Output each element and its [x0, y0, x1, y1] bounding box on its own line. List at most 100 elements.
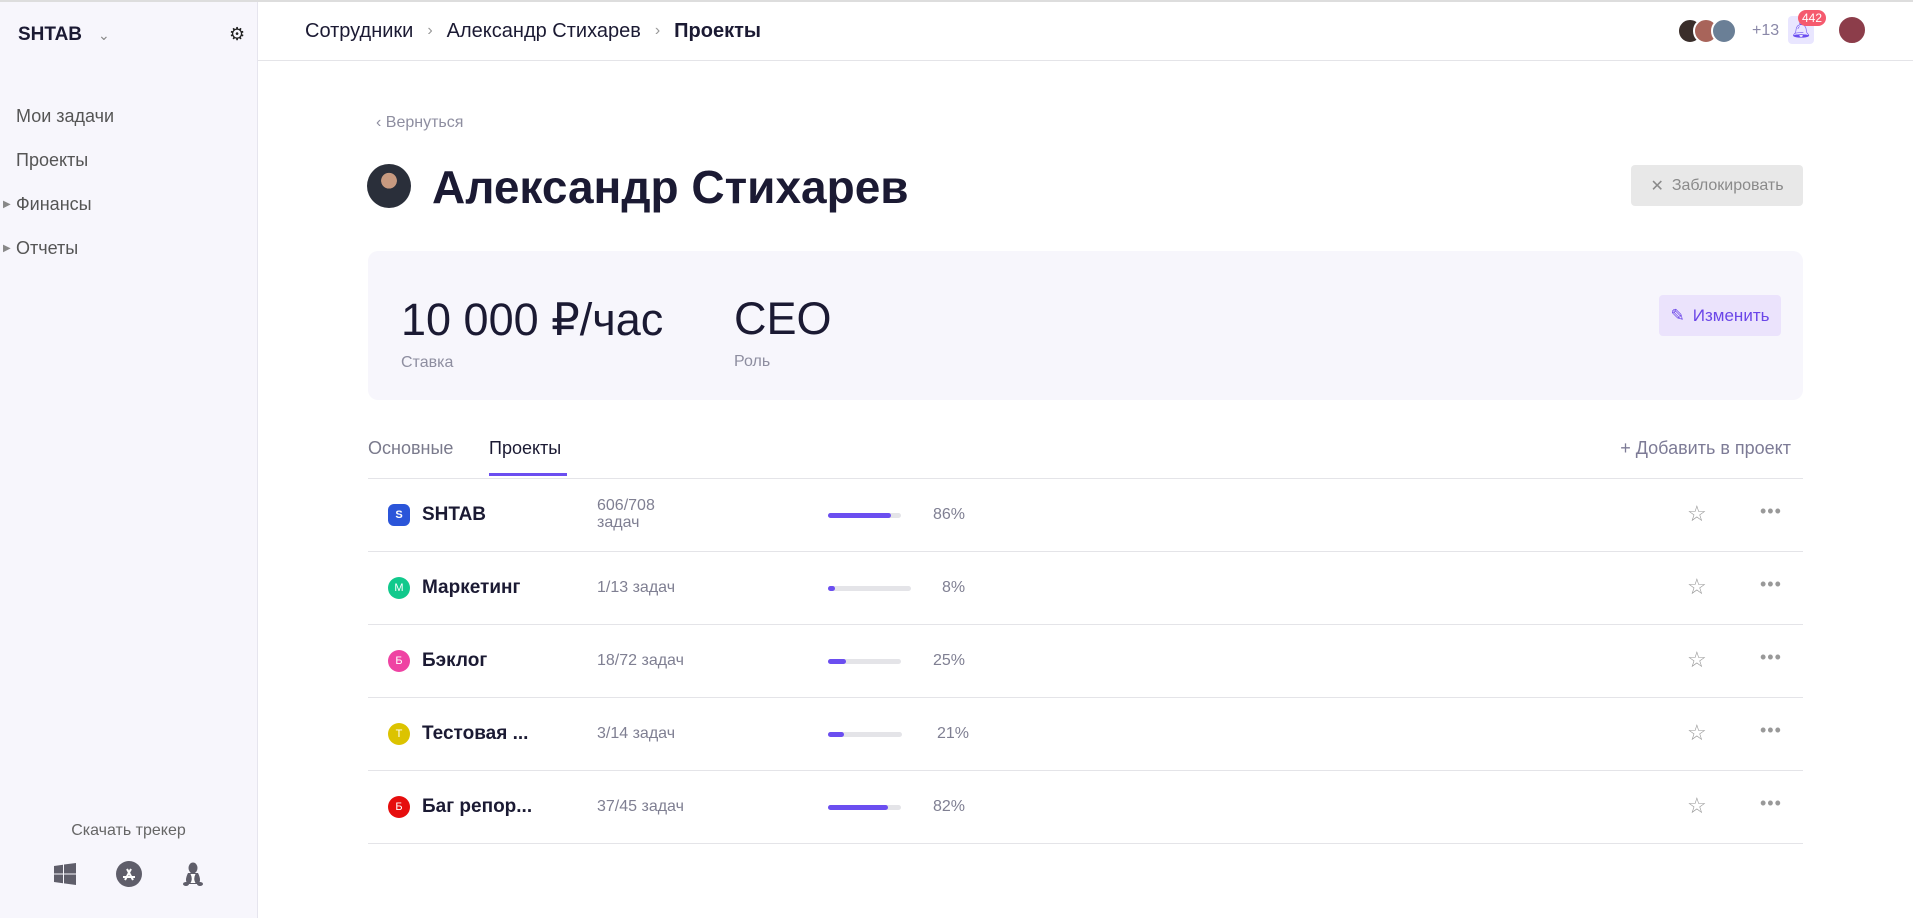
progress-percent: 8%: [942, 579, 966, 596]
page-title: Александр Стихарев: [432, 161, 909, 213]
edit-button[interactable]: ✎ Изменить: [1659, 295, 1781, 336]
project-tasks: 18/72 задач: [597, 652, 684, 669]
plus-icon: +: [1620, 438, 1636, 458]
caret-right-icon: ▶: [3, 242, 11, 254]
download-tracker-label: Скачать трекер: [71, 822, 186, 839]
sidebar: SHTAB ⌄ ⚙ Мои задачи Проекты ▶ Финансы ▶ От…: [0, 2, 258, 918]
breadcrumb-employees[interactable]: Сотрудники: [305, 19, 414, 42]
breadcrumb: Сотрудники › Александр Стихарев › Проект…: [305, 20, 761, 43]
app-store-icon[interactable]: [115, 860, 143, 888]
project-icon: Т: [388, 723, 410, 745]
project-tasks: 606/708 задач: [597, 497, 655, 531]
tab-main[interactable]: Основные: [368, 438, 454, 458]
edit-label: Изменить: [1692, 305, 1770, 325]
progress-bar: [828, 732, 902, 737]
project-tasks: 3/14 задач: [597, 725, 675, 742]
tasks-suffix: задач: [597, 514, 640, 531]
tasks-count: 3/14 задач: [597, 725, 676, 742]
tab-projects[interactable]: Проекты: [489, 438, 562, 458]
close-icon: ✕: [1650, 177, 1664, 195]
top-header: Сотрудники › Александр Стихарев › Проект…: [258, 2, 1913, 61]
employee-info-card: 10 000 ₽/час Ставка CEO Роль ✎ Изменить: [368, 251, 1803, 400]
project-icon: М: [388, 577, 410, 599]
notification-badge: 442: [1798, 10, 1827, 26]
more-options-icon[interactable]: •••: [1760, 647, 1782, 667]
workspace-name: SHTAB: [18, 24, 83, 45]
more-options-icon[interactable]: •••: [1760, 574, 1782, 594]
progress-bar: [828, 659, 901, 664]
project-row[interactable]: Б Баг репор... 37/45 задач 82% ☆ •••: [368, 771, 1803, 844]
tasks-count: 37/45 задач: [597, 798, 684, 815]
project-name[interactable]: Тестовая ...: [422, 723, 529, 744]
add-to-project-button[interactable]: + Добавить в проект: [1620, 438, 1791, 459]
project-icon: S: [388, 504, 410, 526]
project-name[interactable]: Баг репор...: [422, 796, 533, 817]
project-tasks: 1/13 задач: [597, 579, 675, 596]
block-label: Заблокировать: [1671, 176, 1784, 194]
tasks-count: 606/708: [597, 497, 655, 514]
project-name[interactable]: Маркетинг: [422, 577, 521, 598]
gear-icon[interactable]: ⚙: [229, 24, 246, 44]
active-tab-indicator: [489, 473, 567, 476]
block-button[interactable]: ✕ Заблокировать: [1631, 165, 1803, 206]
tasks-count: 1/13 задач: [597, 579, 676, 596]
project-icon: Б: [388, 796, 410, 818]
windows-icon[interactable]: [51, 860, 79, 888]
add-to-project-label: Добавить в проект: [1635, 438, 1791, 458]
sidebar-item-finance[interactable]: ▶ Финансы: [0, 182, 257, 226]
chevron-down-icon: ⌄: [98, 26, 110, 43]
rate-value: 10 000 ₽/час: [401, 294, 664, 345]
pencil-icon: ✎: [1670, 305, 1685, 325]
back-link[interactable]: ‹ Вернуться: [376, 114, 463, 132]
project-row[interactable]: М Маркетинг 1/13 задач 8% ☆ •••: [368, 552, 1803, 625]
chevron-right-icon: ›: [427, 22, 433, 39]
employee-avatar: [367, 164, 411, 208]
more-options-icon[interactable]: •••: [1760, 793, 1782, 813]
breadcrumb-employee[interactable]: Александр Стихарев: [446, 19, 641, 42]
workspace-switcher[interactable]: SHTAB ⌄: [18, 24, 110, 46]
progress-bar: [828, 513, 901, 518]
member-avatar[interactable]: [1711, 18, 1737, 44]
star-icon[interactable]: ☆: [1687, 501, 1707, 526]
sidebar-item-label: Финансы: [16, 193, 92, 214]
progress-bar: [828, 586, 911, 591]
more-options-icon[interactable]: •••: [1760, 720, 1782, 740]
sidebar-item-my-tasks[interactable]: Мои задачи: [0, 94, 257, 138]
sidebar-item-reports[interactable]: ▶ Отчеты: [0, 226, 257, 270]
progress-percent: 86%: [933, 506, 966, 523]
star-icon[interactable]: ☆: [1687, 647, 1707, 672]
project-row[interactable]: Б Бэклог 18/72 задач 25% ☆ •••: [368, 625, 1803, 698]
project-row[interactable]: S SHTAB 606/708 задач 86% ☆ •••: [368, 479, 1803, 552]
breadcrumb-current: Проекты: [674, 19, 761, 42]
tasks-count: 18/72 задач: [597, 652, 684, 669]
star-icon[interactable]: ☆: [1687, 720, 1707, 745]
progress-percent: 21%: [937, 725, 970, 742]
divider: [368, 478, 1803, 479]
linux-icon[interactable]: [179, 860, 207, 888]
progress-fill: [828, 586, 835, 591]
progress-bar: [828, 805, 901, 810]
project-name[interactable]: Бэклог: [422, 650, 488, 671]
progress-fill: [828, 513, 891, 518]
sidebar-item-projects[interactable]: Проекты: [0, 138, 257, 182]
project-name[interactable]: SHTAB: [422, 504, 487, 525]
rate-label: Ставка: [401, 354, 454, 371]
user-avatar[interactable]: [1837, 15, 1867, 45]
star-icon[interactable]: ☆: [1687, 574, 1707, 599]
role-label: Роль: [734, 353, 771, 370]
progress-percent: 82%: [933, 798, 966, 815]
role-value: CEO: [734, 293, 832, 344]
extra-members-count[interactable]: +13: [1752, 22, 1780, 39]
star-icon[interactable]: ☆: [1687, 793, 1707, 818]
caret-right-icon: ▶: [3, 198, 11, 210]
project-tasks: 37/45 задач: [597, 798, 684, 815]
sidebar-item-label: Мои задачи: [16, 105, 115, 126]
project-icon: Б: [388, 650, 410, 672]
more-options-icon[interactable]: •••: [1760, 501, 1782, 521]
project-row[interactable]: Т Тестовая ... 3/14 задач 21% ☆ •••: [368, 698, 1803, 771]
progress-percent: 25%: [933, 652, 966, 669]
back-label: Вернуться: [385, 114, 464, 131]
progress-fill: [828, 805, 888, 810]
progress-fill: [828, 732, 844, 737]
sidebar-item-label: Проекты: [16, 149, 89, 170]
